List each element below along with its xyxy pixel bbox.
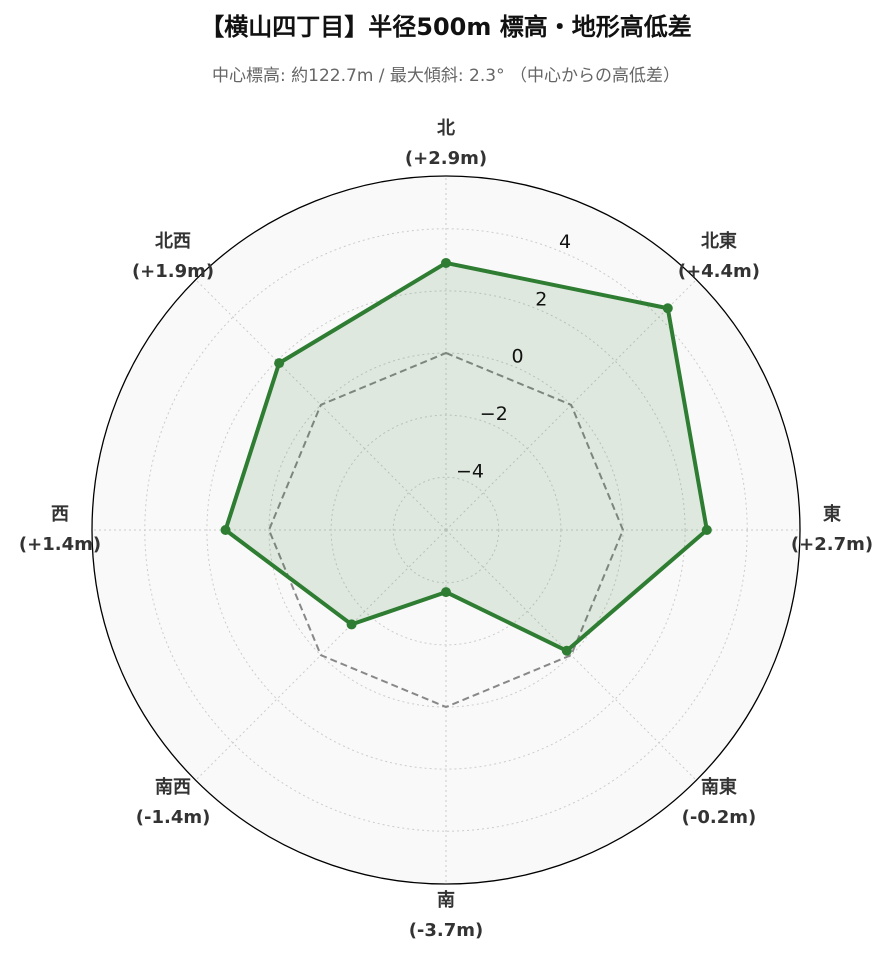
value-label: (+2.9m) — [405, 148, 487, 169]
value-label: (+4.4m) — [678, 261, 760, 282]
area — [225, 262, 707, 651]
spoke — [445, 529, 697, 781]
category-label: 北西 — [155, 231, 191, 252]
category-label: 西 — [51, 504, 69, 525]
r-tick-label: 2 — [535, 288, 547, 310]
value-label: (+2.7m) — [791, 534, 873, 555]
value-label: (-0.2m) — [682, 807, 757, 828]
category-label: 南東 — [701, 776, 737, 798]
point — [441, 587, 451, 598]
value-label: (+1.9m) — [132, 261, 214, 282]
chart-subtitle: 中心標高: 約122.7m / 最大傾斜: 2.3° （中心からの高低差） — [212, 66, 680, 86]
point — [662, 303, 673, 314]
value-label: (-3.7m) — [409, 920, 484, 941]
outer-circle — [91, 175, 801, 885]
point — [441, 257, 451, 268]
baseline-polygon — [267, 351, 625, 709]
value-label: (-1.4m) — [136, 807, 211, 828]
point — [220, 525, 231, 535]
grid-circle — [206, 290, 686, 770]
point — [561, 645, 572, 656]
chart-title: 【横山四丁目】半径500m 標高・地形高低差 — [200, 13, 691, 41]
r-tick-label: −2 — [480, 403, 508, 425]
r-tick-label: 4 — [559, 231, 571, 253]
grid-circle — [392, 476, 500, 584]
category-label: 北 — [437, 118, 455, 139]
r-tick-label: 0 — [512, 346, 524, 368]
value-label: (+1.4m) — [19, 534, 101, 555]
point — [346, 619, 357, 630]
category-label: 南 — [437, 889, 455, 911]
grid-circle — [330, 414, 562, 646]
r-tick-label: −4 — [456, 460, 484, 482]
category-label: 南西 — [155, 776, 191, 798]
point — [274, 358, 285, 369]
category-label: 東 — [823, 503, 841, 525]
category-label: 北東 — [701, 230, 737, 252]
point — [701, 525, 712, 535]
